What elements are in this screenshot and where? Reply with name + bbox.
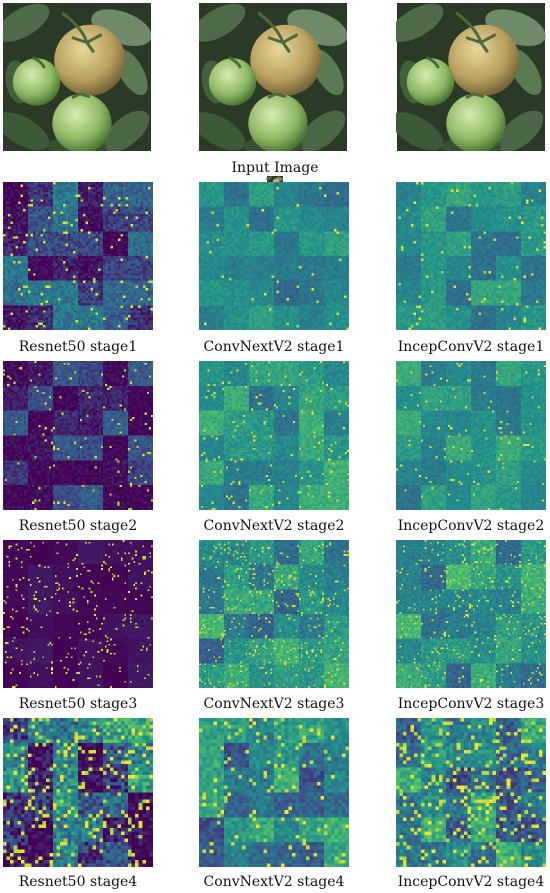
caption-convnextv2-stage2: ConvNextV2 stage2 bbox=[174, 518, 374, 534]
input-image-resnet50 bbox=[3, 3, 151, 151]
feature-map-resnet50-stage1 bbox=[3, 182, 153, 330]
feature-map-incepconvv2-stage3 bbox=[396, 540, 546, 688]
feature-map-resnet50-stage2 bbox=[3, 361, 153, 510]
feature-map-incepconvv2-stage4 bbox=[396, 718, 546, 867]
caption-resnet50-stage3: Resnet50 stage3 bbox=[0, 696, 178, 712]
caption-incepconvv2-stage4: IncepConvV2 stage4 bbox=[371, 874, 550, 890]
caption-resnet50-stage4: Resnet50 stage4 bbox=[0, 874, 178, 890]
caption-resnet50-stage2: Resnet50 stage2 bbox=[0, 518, 178, 534]
feature-map-convnextv2-stage1 bbox=[199, 182, 349, 330]
caption-convnextv2-stage1: ConvNextV2 stage1 bbox=[174, 339, 374, 355]
caption-convnextv2-stage4: ConvNextV2 stage4 bbox=[174, 874, 374, 890]
input-image-incepconvv2 bbox=[396, 3, 546, 151]
input-image-convnextv2 bbox=[199, 3, 347, 151]
feature-map-incepconvv2-stage2 bbox=[396, 361, 546, 510]
feature-map-convnextv2-stage3 bbox=[199, 540, 349, 688]
caption-incepconvv2-stage1: IncepConvV2 stage1 bbox=[371, 339, 550, 355]
caption-convnextv2-stage3: ConvNextV2 stage3 bbox=[174, 696, 374, 712]
feature-map-convnextv2-stage2 bbox=[199, 361, 349, 510]
feature-map-resnet50-stage3 bbox=[3, 540, 153, 688]
caption-incepconvv2-stage3: IncepConvV2 stage3 bbox=[371, 696, 550, 712]
caption-resnet50-stage1: Resnet50 stage1 bbox=[0, 339, 178, 355]
feature-map-convnextv2-stage4 bbox=[199, 718, 349, 867]
feature-map-resnet50-stage4 bbox=[3, 718, 153, 867]
caption-incepconvv2-stage2: IncepConvV2 stage2 bbox=[371, 518, 550, 534]
feature-map-incepconvv2-stage1 bbox=[396, 182, 546, 330]
